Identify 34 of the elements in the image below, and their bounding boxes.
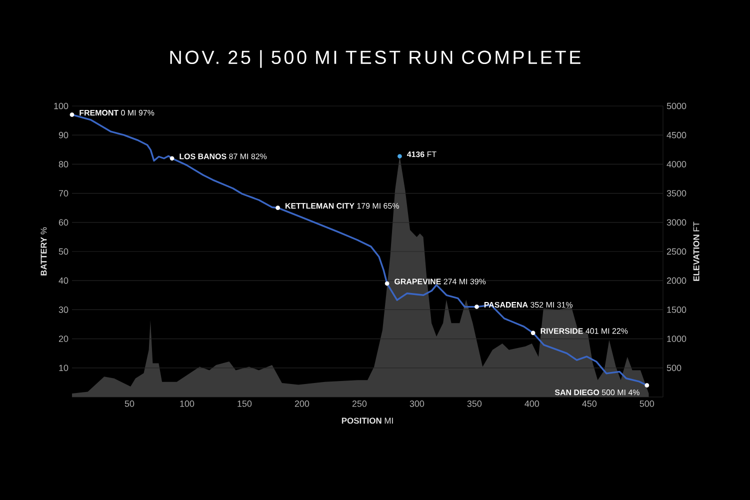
y2-tick-label: 4500 — [666, 132, 686, 138]
y-tick-label: 50 — [58, 248, 68, 255]
y2-tick-label: 4000 — [666, 161, 686, 168]
y2-tick-label: 1500 — [667, 306, 686, 313]
y-tick-label: 60 — [58, 219, 68, 226]
y-tick-label: 100 — [54, 102, 68, 110]
x-tick-label: 150 — [238, 400, 252, 407]
x-tick-label: 50 — [124, 400, 134, 407]
y2-axis-title: ELEVATION FT — [693, 222, 700, 281]
x-tick-label: 300 — [410, 400, 424, 407]
x-tick-label: 350 — [467, 400, 482, 407]
y-tick-label: 90 — [58, 132, 68, 138]
x-tick-label: 400 — [524, 400, 540, 407]
y-axis-title: BATTERY % — [40, 227, 47, 276]
y-tick-label: 20 — [58, 336, 68, 342]
y2-tick-label: 500 — [666, 364, 682, 372]
y2-tick-label: 5000 — [666, 102, 686, 110]
y2-tick-label: 2500 — [666, 248, 686, 255]
chart-title: NOV. 25 | 500 MI TEST RUN COMPLETE — [170, 50, 580, 68]
y2-tick-label: 1000 — [667, 336, 686, 342]
y-tick-label: 70 — [58, 190, 68, 196]
y-tick-label: 80 — [58, 161, 68, 168]
x-tick-label: 500 — [640, 400, 654, 407]
x-tick-label: 250 — [352, 400, 367, 407]
x-axis-title: POSITION MI — [342, 418, 393, 424]
y2-tick-label: 3500 — [666, 190, 686, 196]
y2-tick-label: 3000 — [666, 219, 686, 226]
y-tick-label: 10 — [59, 364, 68, 372]
x-tick-label: 200 — [294, 400, 310, 407]
x-tick-label: 100 — [180, 400, 194, 407]
x-tick-label: 450 — [582, 400, 597, 407]
y-tick-label: 40 — [58, 277, 68, 284]
y2-tick-label: 2000 — [666, 277, 686, 284]
y-tick-label: 30 — [58, 306, 68, 313]
